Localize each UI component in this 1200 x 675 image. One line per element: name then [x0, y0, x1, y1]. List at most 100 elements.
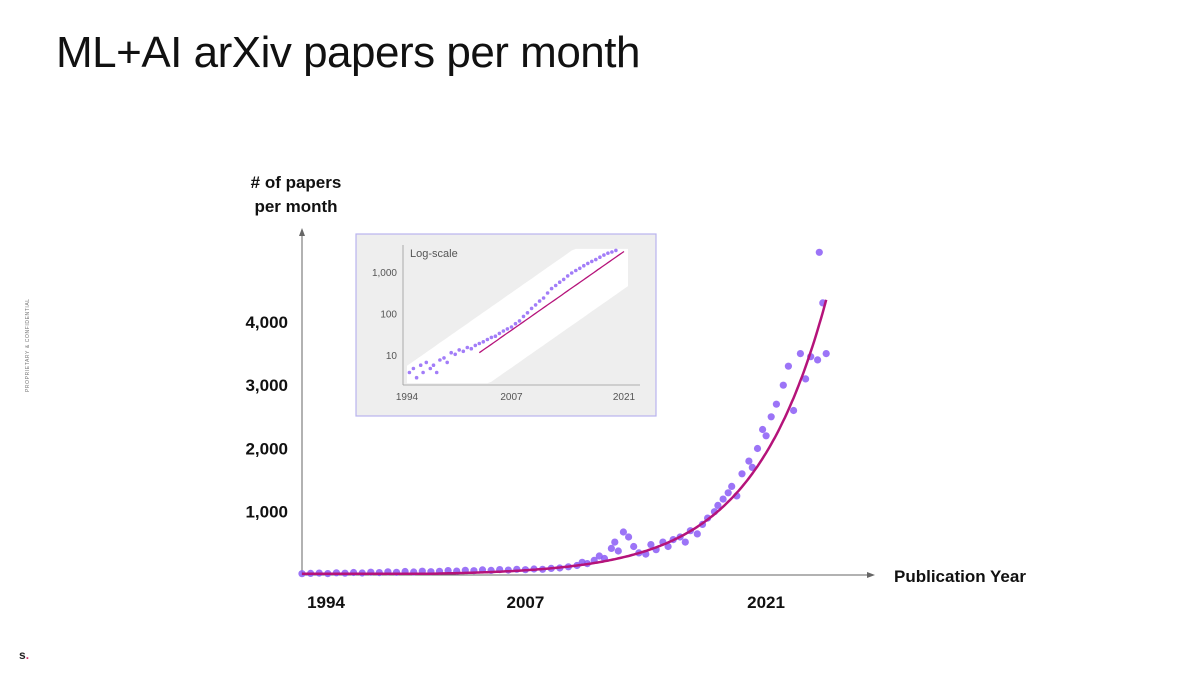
inset-point-4 — [421, 370, 425, 375]
inset-point-7 — [431, 363, 436, 368]
inset-point-20 — [481, 340, 486, 344]
main-trend-line — [302, 299, 828, 575]
inset-point-23 — [493, 334, 498, 339]
inset-point-50 — [602, 253, 606, 257]
main-y-tick-3: 4,000 — [245, 313, 288, 332]
main-point-71 — [779, 381, 787, 389]
inset-point-2 — [414, 375, 419, 380]
inset-point-46 — [586, 261, 590, 266]
inset-point-16 — [465, 345, 470, 350]
y-axis-label-line-1: # of papers — [251, 173, 342, 192]
main-y-tick-0: 1,000 — [245, 503, 288, 522]
logo-dot: . — [25, 648, 30, 662]
inset-point-24 — [497, 331, 502, 336]
inset-point-9 — [438, 358, 442, 362]
inset-point-51 — [606, 251, 610, 255]
main-point-72 — [784, 362, 793, 370]
inset-point-42 — [569, 271, 574, 275]
x-axis-title: Publication Year — [894, 567, 1026, 586]
inset-point-21 — [485, 337, 490, 342]
inset-point-43 — [574, 268, 578, 273]
inset-y-tick-2: 1,000 — [372, 268, 397, 279]
main-x-tick-2: 2021 — [747, 593, 785, 612]
inset-point-12 — [449, 350, 454, 355]
main-point-64 — [745, 457, 753, 465]
inset-point-48 — [594, 257, 598, 262]
inset-point-17 — [469, 346, 474, 351]
inset-point-37 — [549, 286, 554, 291]
y-axis-arrow — [299, 228, 305, 236]
inset-x-tick-1: 2007 — [500, 392, 523, 403]
inset-point-31 — [525, 311, 530, 315]
main-point-39 — [611, 538, 619, 546]
inset-point-11 — [445, 360, 450, 365]
main-point-52 — [681, 538, 689, 546]
main-point-63 — [738, 470, 746, 478]
main-point-59 — [719, 495, 727, 503]
main-point-41 — [619, 528, 628, 536]
inset-point-5 — [424, 360, 429, 365]
inset-point-41 — [565, 274, 570, 278]
y-axis-label-line-2: per month — [254, 197, 337, 216]
logo-letter: s — [19, 648, 26, 662]
main-point-61 — [728, 482, 736, 490]
inset-point-34 — [537, 299, 542, 303]
inset-point-19 — [477, 341, 482, 346]
main-point-66 — [753, 444, 762, 453]
inset-point-25 — [501, 329, 506, 333]
main-point-77 — [814, 356, 822, 364]
inset-y-tick-0: 10 — [386, 351, 398, 362]
inset-point-10 — [442, 356, 446, 360]
inset-title: Log-scale — [410, 248, 458, 260]
inset-point-49 — [598, 255, 602, 259]
inset-y-ticks: 10 100 1,000 — [372, 268, 397, 362]
main-point-43 — [630, 542, 638, 551]
main-point-58 — [714, 501, 722, 509]
inset-point-22 — [489, 335, 494, 340]
inset-x-tick-0: 1994 — [396, 392, 419, 403]
inset-point-38 — [553, 283, 558, 288]
inset-x-ticks: 1994 2007 2021 — [396, 392, 636, 403]
inset-point-15 — [461, 349, 466, 354]
inset-trend-line — [478, 250, 625, 354]
main-point-79 — [822, 350, 830, 358]
inset-point-8 — [434, 370, 439, 375]
inset-point-6 — [428, 366, 433, 371]
main-y-tick-1: 2,000 — [245, 439, 288, 458]
inset-point-14 — [457, 348, 462, 352]
inset-point-1 — [411, 366, 416, 371]
inset-y-tick-1: 100 — [380, 309, 397, 320]
inset-confidence-band — [407, 248, 628, 384]
main-point-54 — [693, 530, 701, 538]
inset-point-30 — [521, 314, 526, 319]
main-x-tick-1: 2007 — [507, 593, 545, 612]
inset-point-33 — [533, 303, 538, 307]
main-point-60 — [724, 489, 732, 497]
inset-point-26 — [505, 327, 510, 331]
main-point-40 — [614, 547, 622, 555]
inset-point-3 — [418, 363, 423, 368]
main-point-74 — [796, 350, 805, 358]
inset-point-53 — [614, 248, 618, 253]
main-y-ticks: 1,000 2,000 3,000 4,000 — [245, 313, 288, 522]
inset-point-39 — [557, 280, 562, 285]
main-point-46 — [647, 541, 655, 549]
x-axis-arrow — [867, 572, 875, 578]
inset-point-47 — [590, 259, 594, 264]
main-point-73 — [790, 406, 798, 415]
inset-point-0 — [407, 370, 412, 375]
inset-point-32 — [529, 306, 534, 311]
inset-point-27 — [509, 325, 514, 329]
main-x-ticks: 1994 2007 2021 — [307, 593, 785, 612]
main-point-70 — [772, 400, 781, 408]
main-point-80 — [815, 248, 823, 256]
main-point-68 — [762, 432, 770, 440]
main-point-42 — [625, 533, 633, 541]
inset-point-13 — [453, 352, 458, 357]
main-point-69 — [767, 413, 775, 421]
main-y-tick-2: 3,000 — [245, 376, 288, 395]
inset-point-44 — [578, 266, 582, 271]
inset-point-40 — [561, 277, 566, 282]
inset-point-18 — [473, 343, 478, 348]
